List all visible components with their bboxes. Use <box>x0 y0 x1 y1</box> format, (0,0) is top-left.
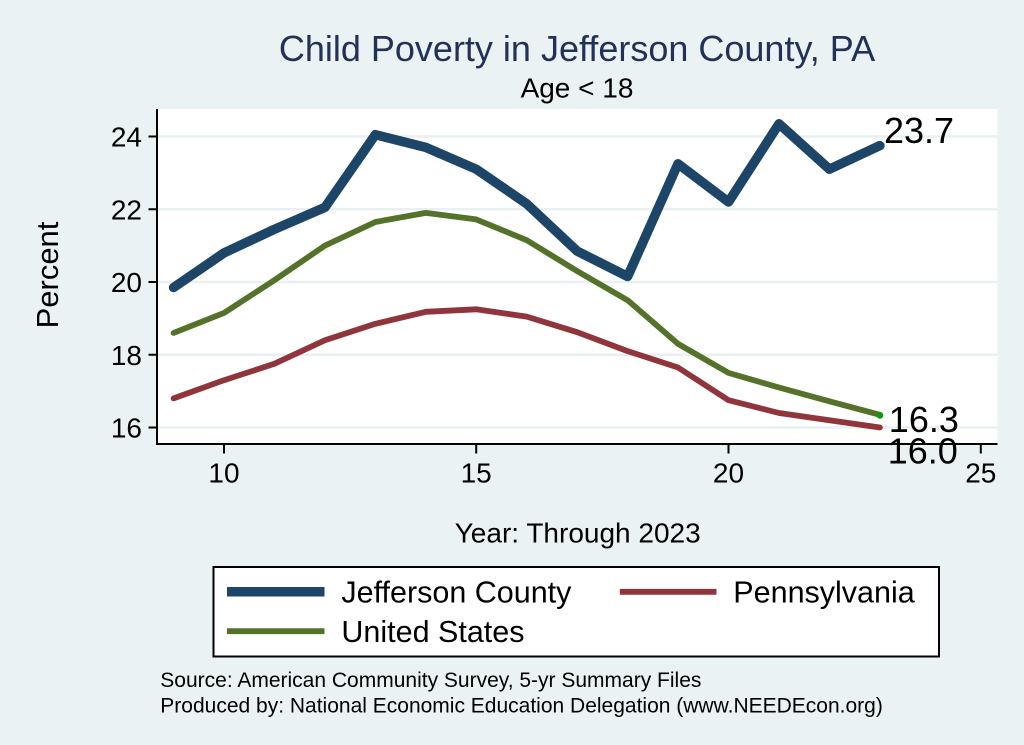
svg-text:16.3: 16.3 <box>889 399 959 440</box>
svg-text:20: 20 <box>713 458 744 489</box>
svg-text:20: 20 <box>111 267 142 298</box>
svg-text:Child Poverty in Jefferson Cou: Child Poverty in Jefferson County, PA <box>279 28 875 69</box>
svg-text:25: 25 <box>965 458 996 489</box>
svg-text:Jefferson County: Jefferson County <box>341 576 572 610</box>
svg-text:22: 22 <box>111 194 142 225</box>
svg-text:Produced by: National Economic: Produced by: National Economic Education… <box>160 695 883 718</box>
svg-text:23.7: 23.7 <box>884 110 954 151</box>
svg-text:Source: American Community Sur: Source: American Community Survey, 5-yr … <box>160 669 701 692</box>
svg-text:United States: United States <box>341 615 524 649</box>
svg-text:Year: Through 2023: Year: Through 2023 <box>455 518 701 549</box>
svg-text:16.0: 16.0 <box>888 431 958 472</box>
svg-text:16: 16 <box>111 413 142 444</box>
svg-text:15: 15 <box>461 458 492 489</box>
svg-text:Pennsylvania: Pennsylvania <box>733 576 914 610</box>
svg-text:24: 24 <box>111 122 142 153</box>
svg-text:10: 10 <box>208 458 239 489</box>
svg-text:18: 18 <box>111 340 142 371</box>
svg-text:Age < 18: Age < 18 <box>521 73 634 104</box>
svg-text:Percent: Percent <box>30 221 65 328</box>
